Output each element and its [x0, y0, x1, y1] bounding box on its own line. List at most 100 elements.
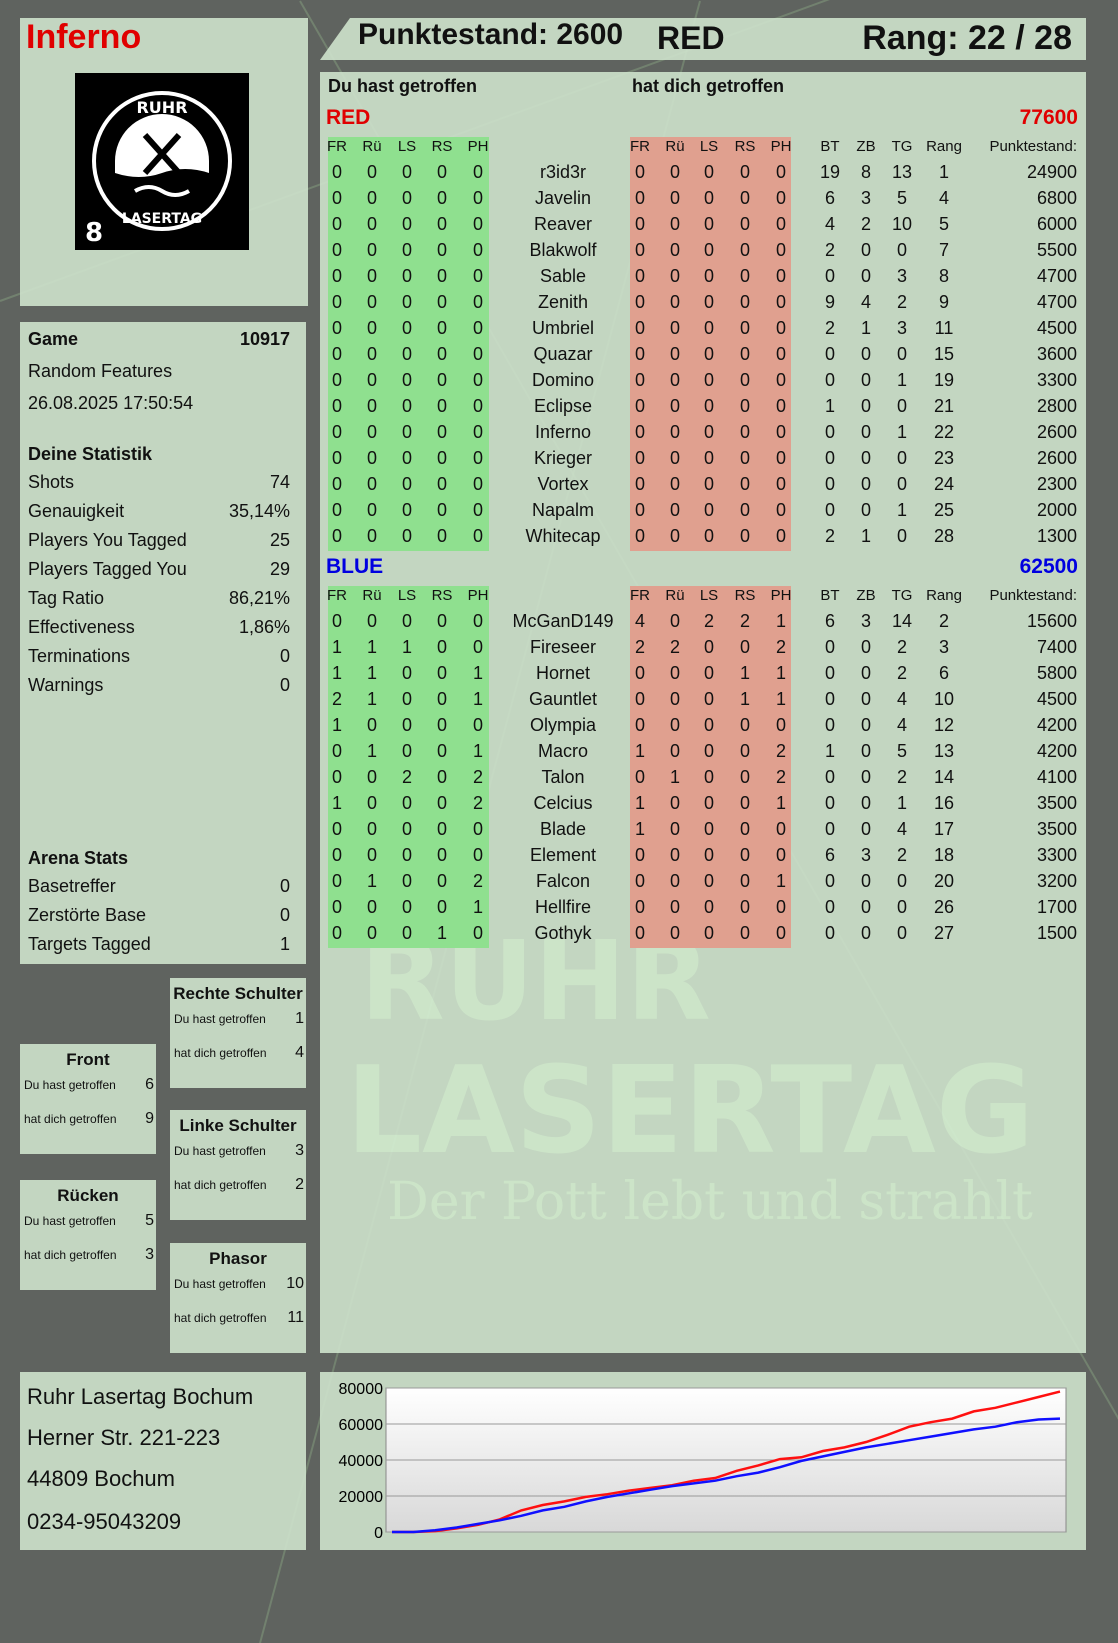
column-header-got-ph: PH — [770, 138, 792, 155]
cell-name: Talon — [541, 767, 585, 787]
arena-stat-label: Basetreffer — [28, 876, 116, 896]
cell-got-ph: 0 — [775, 396, 786, 416]
team-name: RED — [326, 106, 371, 129]
cell-tg: 2 — [896, 663, 907, 683]
stat-value: 35,14% — [228, 501, 290, 521]
arena-stat-value: 0 — [279, 876, 290, 896]
cell-name: Whitecap — [525, 526, 601, 546]
cell-bt: 0 — [824, 370, 835, 390]
cell-got-ru: 0 — [669, 214, 680, 234]
cell-tg: 14 — [891, 611, 913, 631]
cell-fr: 0 — [331, 741, 342, 761]
column-header-bt: BT — [820, 138, 840, 155]
zone-got-label: hat dich getroffen — [24, 1248, 117, 1262]
cell-ru: 0 — [366, 318, 377, 338]
team-score: 77600 — [1019, 106, 1078, 129]
cell-rang: 19 — [933, 370, 955, 390]
zone-got-value: 11 — [287, 1309, 304, 1326]
table-row: 0 0 0 0 0 Zenith 0 0 0 0 0 9 4 2 9 4700 — [320, 291, 1086, 317]
cell-fr: 0 — [331, 923, 342, 943]
cell-got-ls: 0 — [703, 689, 714, 709]
arena-stat-label: Zerstörte Base — [28, 905, 147, 925]
cell-name: Krieger — [533, 448, 593, 468]
stat-value: 29 — [269, 559, 290, 579]
cell-got-ls: 0 — [703, 767, 714, 787]
cell-ph: 0 — [472, 526, 483, 546]
zone-got-label: hat dich getroffen — [174, 1046, 267, 1060]
cell-name: Falcon — [535, 871, 591, 891]
cell-rang: 8 — [938, 266, 949, 286]
table-row: 0 0 0 0 0 Javelin 0 0 0 0 0 6 3 5 4 6800 — [320, 187, 1086, 213]
cell-rang: 16 — [933, 793, 955, 813]
svg-text:RUHR: RUHR — [136, 98, 187, 117]
cell-ru: 0 — [366, 448, 377, 468]
hit-columns-bg — [328, 137, 489, 551]
cell-rs: 0 — [436, 188, 447, 208]
y-tick-label: 0 — [374, 1525, 383, 1542]
zone-title: Linke Schulter — [179, 1116, 297, 1135]
cell-zb: 0 — [860, 370, 871, 390]
zone-got-label: hat dich getroffen — [174, 1178, 267, 1192]
arena-stat-value: 1 — [279, 934, 290, 954]
cell-name: Zenith — [537, 292, 589, 312]
cell-zb: 3 — [860, 611, 871, 631]
cell-got-ru: 0 — [669, 611, 680, 631]
player-score: Punktestand: 2600 — [358, 18, 624, 51]
cell-ru: 0 — [366, 793, 377, 813]
column-header-punktestand: Punktestand: — [989, 587, 1077, 604]
cell-got-ls: 0 — [703, 370, 714, 390]
cell-rang: 2 — [938, 611, 949, 631]
cell-rs: 0 — [436, 663, 447, 683]
zone-hit-label: Du hast getroffen — [24, 1078, 116, 1092]
cell-got-rs: 0 — [739, 526, 750, 546]
cell-fr: 0 — [331, 871, 342, 891]
cell-got-rs: 0 — [739, 240, 750, 260]
table-row: 0 0 0 0 0 Reaver 0 0 0 0 0 4 2 10 5 6000 — [320, 213, 1086, 239]
cell-zb: 0 — [860, 422, 871, 442]
cell-ru: 0 — [366, 897, 377, 917]
cell-fr: 0 — [331, 344, 342, 364]
cell-got-ph: 0 — [775, 188, 786, 208]
cell-fr: 0 — [331, 214, 342, 234]
cell-got-fr: 0 — [634, 266, 645, 286]
cell-ru: 0 — [366, 923, 377, 943]
cell-zb: 1 — [860, 526, 871, 546]
cell-ru: 0 — [366, 422, 377, 442]
cell-ls: 0 — [401, 422, 412, 442]
cell-name: Domino — [531, 370, 595, 390]
cell-rang: 20 — [933, 871, 955, 891]
cell-bt: 0 — [824, 923, 835, 943]
zone-title: Front — [66, 1050, 110, 1069]
cell-name: McGanD149 — [512, 611, 614, 631]
cell-rang: 15 — [933, 344, 955, 364]
cell-got-ru: 0 — [669, 448, 680, 468]
cell-ls: 0 — [401, 793, 412, 813]
cell-punktestand: 3200 — [1036, 871, 1077, 891]
cell-ph: 0 — [472, 611, 483, 631]
cell-got-ru: 0 — [669, 318, 680, 338]
cell-got-ls: 0 — [703, 214, 714, 234]
cell-rang: 1 — [938, 162, 949, 182]
team-name: BLUE — [326, 555, 384, 578]
column-header-ls: LS — [397, 587, 417, 604]
cell-got-ls: 0 — [703, 741, 714, 761]
stat-value: 0 — [279, 675, 290, 695]
cell-bt: 0 — [824, 793, 835, 813]
cell-tg: 4 — [896, 689, 907, 709]
table-row: 0 0 0 0 0 McGanD149 4 0 2 2 1 6 3 14 2 15600 — [320, 610, 1086, 636]
column-header-got-rs: RS — [734, 587, 756, 604]
cell-rs: 0 — [436, 819, 447, 839]
hit-zone-front: Front Du hast getroffen 6 hat dich getroffe… — [20, 1044, 156, 1154]
cell-bt: 2 — [824, 240, 835, 260]
cell-zb: 0 — [860, 500, 871, 520]
cell-fr: 0 — [331, 474, 342, 494]
cell-got-rs: 0 — [739, 923, 750, 943]
cell-got-ls: 0 — [703, 500, 714, 520]
cell-ph: 2 — [472, 871, 483, 891]
column-header-rang: Rang — [926, 138, 962, 155]
cell-fr: 0 — [331, 292, 342, 312]
table-row: 1 0 0 0 0 Olympia 0 0 0 0 0 0 0 4 12 4200 — [320, 714, 1086, 740]
hit-zone-rechte-schulter: Rechte Schulter Du hast getroffen 1 hat dic… — [170, 978, 306, 1088]
cell-ru: 0 — [366, 162, 377, 182]
cell-ru: 0 — [366, 240, 377, 260]
